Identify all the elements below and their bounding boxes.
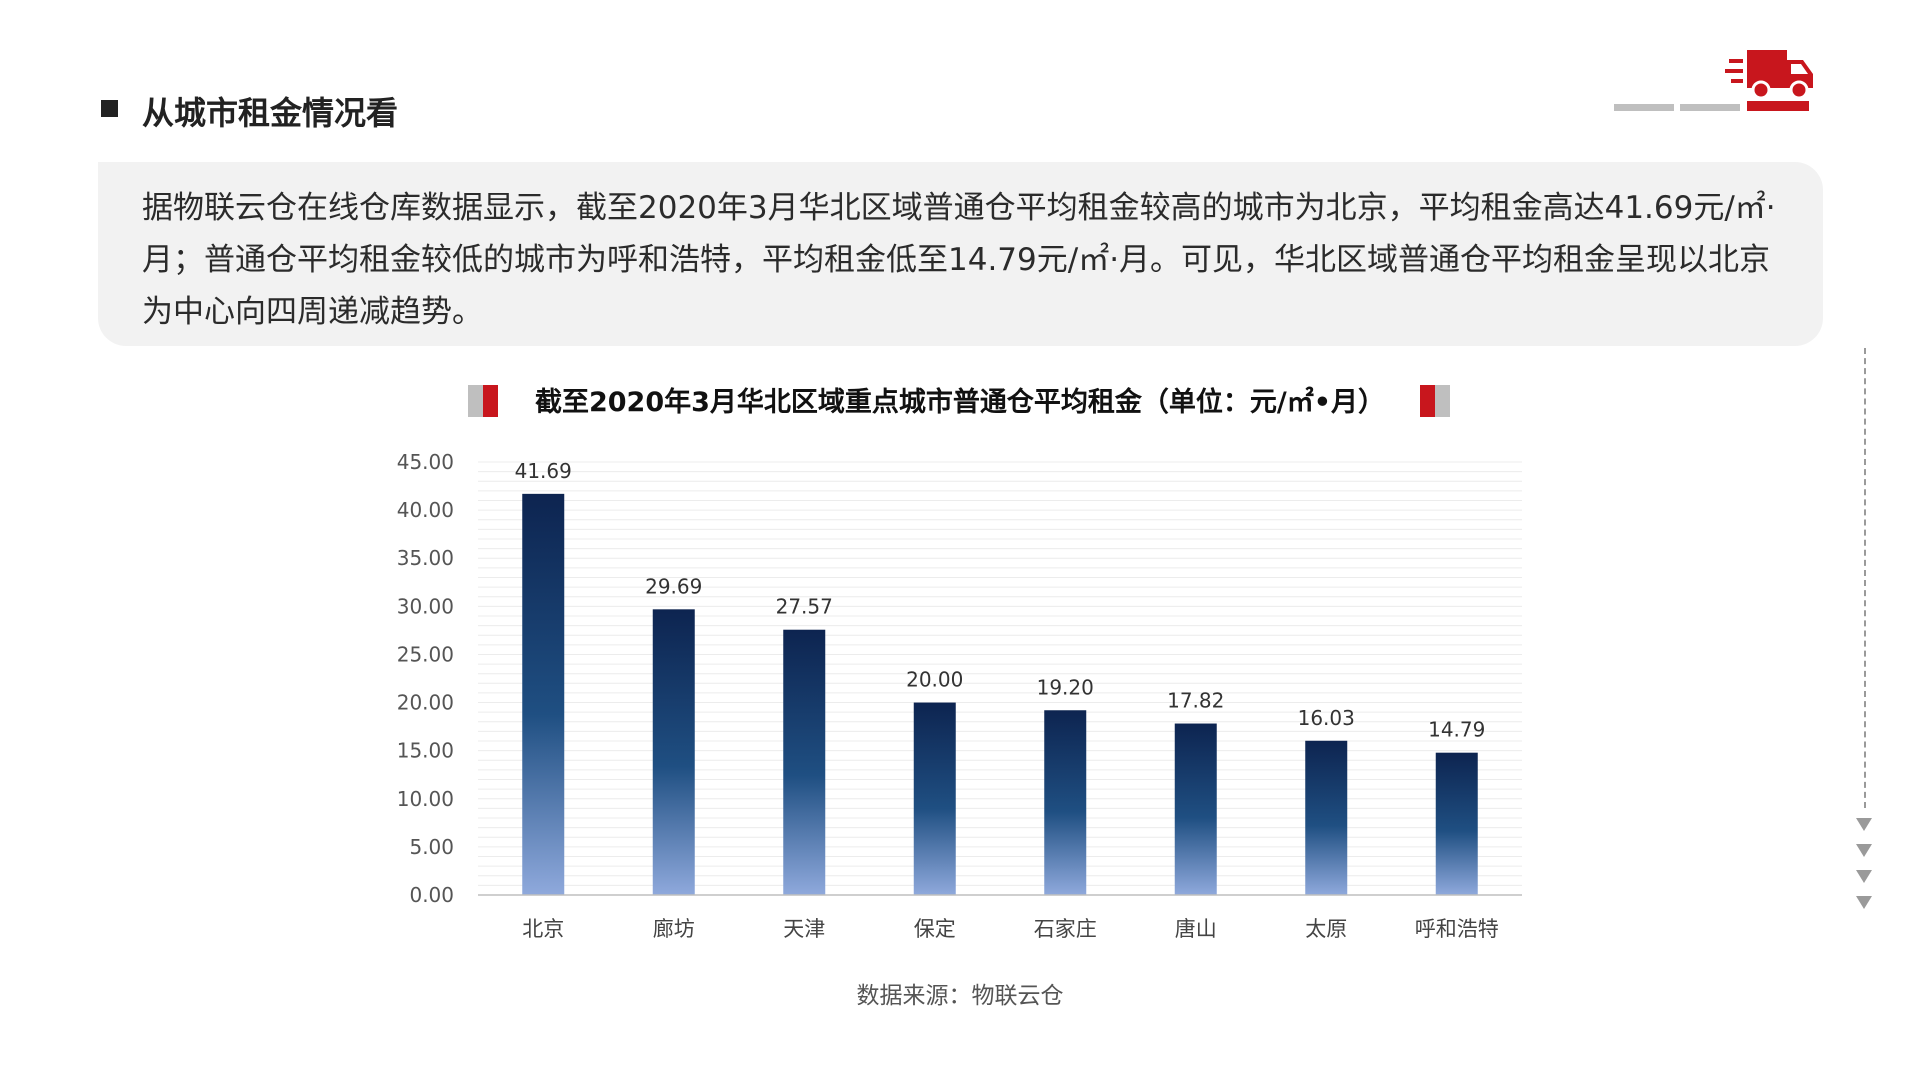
y-tick-label: 40.00 (397, 498, 454, 522)
bar (1174, 723, 1217, 895)
data-source: 数据来源：物联云仓 (856, 983, 1064, 1009)
side-dashed-line (1864, 348, 1866, 808)
delivery-truck-icon (1725, 50, 1813, 100)
y-tick-label: 20.00 (397, 691, 454, 715)
page-heading: 从城市租金情况看 (142, 94, 399, 132)
bar-value-labels: 41.69 29.69 27.57 20.00 19.20 17.82 16.03 14.79 (515, 459, 1486, 742)
y-tick-label: 35.00 (397, 546, 454, 570)
bar-value-label: 27.57 (776, 595, 833, 619)
bar (652, 609, 695, 895)
x-tick-label: 保定 (914, 917, 956, 941)
bar-value-label: 41.69 (515, 459, 572, 483)
y-tick-label: 5.00 (409, 835, 454, 859)
bar (783, 629, 826, 895)
x-tick-label: 北京 (522, 917, 564, 941)
x-tick-label: 唐山 (1175, 917, 1217, 941)
y-tick-label: 25.00 (397, 642, 454, 666)
summary-text: 据物联云仓在线仓库数据显示，截至2020年3月华北区域普通仓平均租金较高的城市为… (142, 190, 1776, 330)
heading-bullet (101, 100, 118, 117)
bar-value-label: 16.03 (1298, 706, 1355, 730)
y-tick-label: 15.00 (397, 739, 454, 763)
bar-value-label: 20.00 (906, 668, 963, 692)
chart-gridlines (478, 461, 1522, 886)
chevron-down-icon (1856, 844, 1872, 857)
bar (1044, 710, 1087, 895)
bar-value-label: 19.20 (1037, 675, 1094, 699)
chevron-down-icon (1856, 870, 1872, 883)
x-tick-label: 廊坊 (653, 917, 695, 941)
x-tick-label: 石家庄 (1034, 917, 1097, 941)
x-axis-tick-labels: 北京 廊坊 天津 保定 石家庄 唐山 太原 呼和浩特 (522, 917, 1499, 941)
bar-chart: 0.00 5.00 10.00 15.00 20.00 25.00 30.00 35.00 40… (397, 450, 1522, 941)
chart-title-right-mark (1420, 385, 1450, 417)
bar (522, 493, 565, 895)
bar (1305, 740, 1348, 895)
bar-value-label: 29.69 (645, 574, 702, 598)
y-tick-label: 10.00 (397, 787, 454, 811)
x-tick-label: 太原 (1305, 917, 1347, 941)
bar (913, 702, 956, 895)
x-tick-label: 呼和浩特 (1415, 917, 1499, 941)
bar (1435, 752, 1478, 895)
y-tick-label: 45.00 (397, 450, 454, 474)
y-axis-tick-labels: 0.00 5.00 10.00 15.00 20.00 25.00 30.00 35.00 40… (397, 450, 454, 907)
chevron-down-icon (1856, 818, 1872, 831)
bar-value-label: 17.82 (1167, 689, 1224, 713)
chart-bars (522, 493, 1478, 895)
y-tick-label: 30.00 (397, 594, 454, 618)
x-tick-label: 天津 (783, 917, 825, 941)
chart-title: 截至2020年3月华北区域重点城市普通仓平均租金（单位：元/㎡•月） (534, 387, 1386, 418)
chevron-down-icon (1856, 896, 1872, 909)
bar-value-label: 14.79 (1428, 718, 1485, 742)
chart-title-left-mark (468, 385, 498, 417)
y-tick-label: 0.00 (409, 883, 454, 907)
summary-box: 据物联云仓在线仓库数据显示，截至2020年3月华北区域普通仓平均租金较高的城市为… (98, 162, 1823, 346)
side-down-arrows (1856, 818, 1874, 922)
